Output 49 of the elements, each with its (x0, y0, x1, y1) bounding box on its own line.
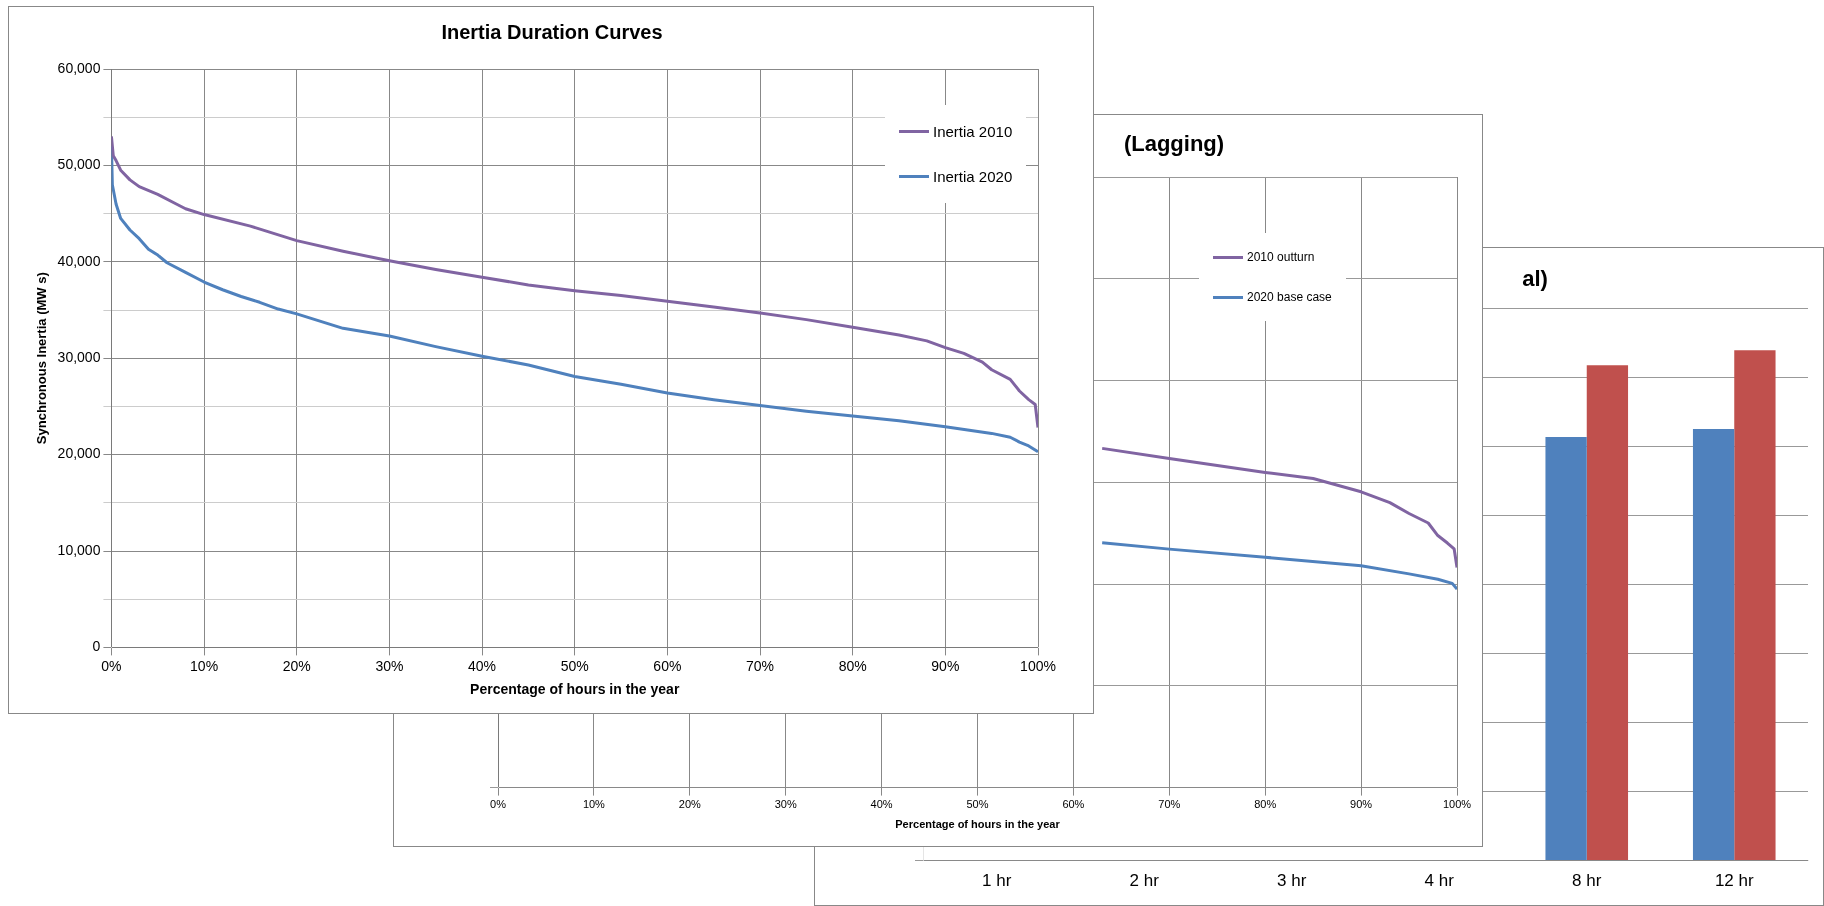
x-tick-label: 70% (1158, 798, 1181, 811)
chart-title: al) (1521, 266, 1549, 292)
y-axis-title: Synchronous Inertia (MW s) (34, 272, 50, 445)
chart-title: Inertia Duration Curves (440, 21, 664, 44)
x-tick-label: 20% (282, 657, 311, 674)
y-tick-label: 30,000 (57, 349, 101, 366)
x-tick-label: 100% (1442, 798, 1472, 811)
x-tick-label: 20% (678, 798, 702, 811)
y-tick-label: 40,000 (57, 252, 101, 269)
x-tick-label: 80% (1254, 798, 1277, 811)
x-tick-label: 80% (838, 657, 867, 674)
x-tick-label: 4 hr (1424, 871, 1455, 891)
x-tick-label: 50% (560, 657, 589, 674)
x-tick-label: 90% (1350, 798, 1373, 811)
y-tick-label: 20,000 (57, 445, 101, 462)
y-tick-label: 0 (92, 638, 101, 655)
bar (1586, 365, 1629, 861)
x-axis-title: Percentage of hours in the year (470, 681, 680, 698)
legend-label: Inertia 2020 (933, 168, 1013, 185)
x-tick-label: 50% (966, 798, 989, 811)
x-tick-label: 0% (490, 798, 507, 811)
y-tick-label: 60,000 (57, 59, 101, 76)
bar (1734, 350, 1776, 861)
x-tick-label: 1 hr (982, 871, 1012, 891)
x-tick-label: 12 hr (1714, 871, 1754, 891)
legend-label: 2010 outturn (1247, 250, 1315, 264)
y-tick-label: 50,000 (57, 156, 101, 173)
legend-label: 2020 base case (1247, 290, 1332, 304)
x-tick-label: 30% (774, 798, 797, 811)
x-tick-label: 30% (375, 657, 404, 674)
bar (1692, 428, 1735, 861)
x-tick-label: 60% (653, 657, 682, 674)
x-axis-title: Percentage of hours in the year (895, 818, 1061, 831)
x-tick-label: 90% (931, 657, 960, 674)
x-tick-label: 40% (870, 798, 893, 811)
x-tick-label: 60% (1062, 798, 1085, 811)
bar (1545, 437, 1587, 861)
x-tick-label: 100% (1020, 657, 1056, 674)
x-tick-label: 8 hr (1572, 871, 1602, 891)
x-tick-label: 2 hr (1129, 871, 1160, 891)
x-tick-label: 40% (468, 657, 497, 674)
y-tick-label: 10,000 (57, 541, 101, 558)
x-tick-label: 10% (190, 657, 219, 674)
chart-title: (Lagging) (1122, 131, 1226, 157)
x-tick-label: 10% (582, 798, 606, 811)
legend-label: Inertia 2010 (933, 123, 1013, 140)
x-tick-label: 0% (101, 657, 122, 674)
x-tick-label: 3 hr (1277, 871, 1307, 891)
x-tick-label: 70% (746, 657, 775, 674)
